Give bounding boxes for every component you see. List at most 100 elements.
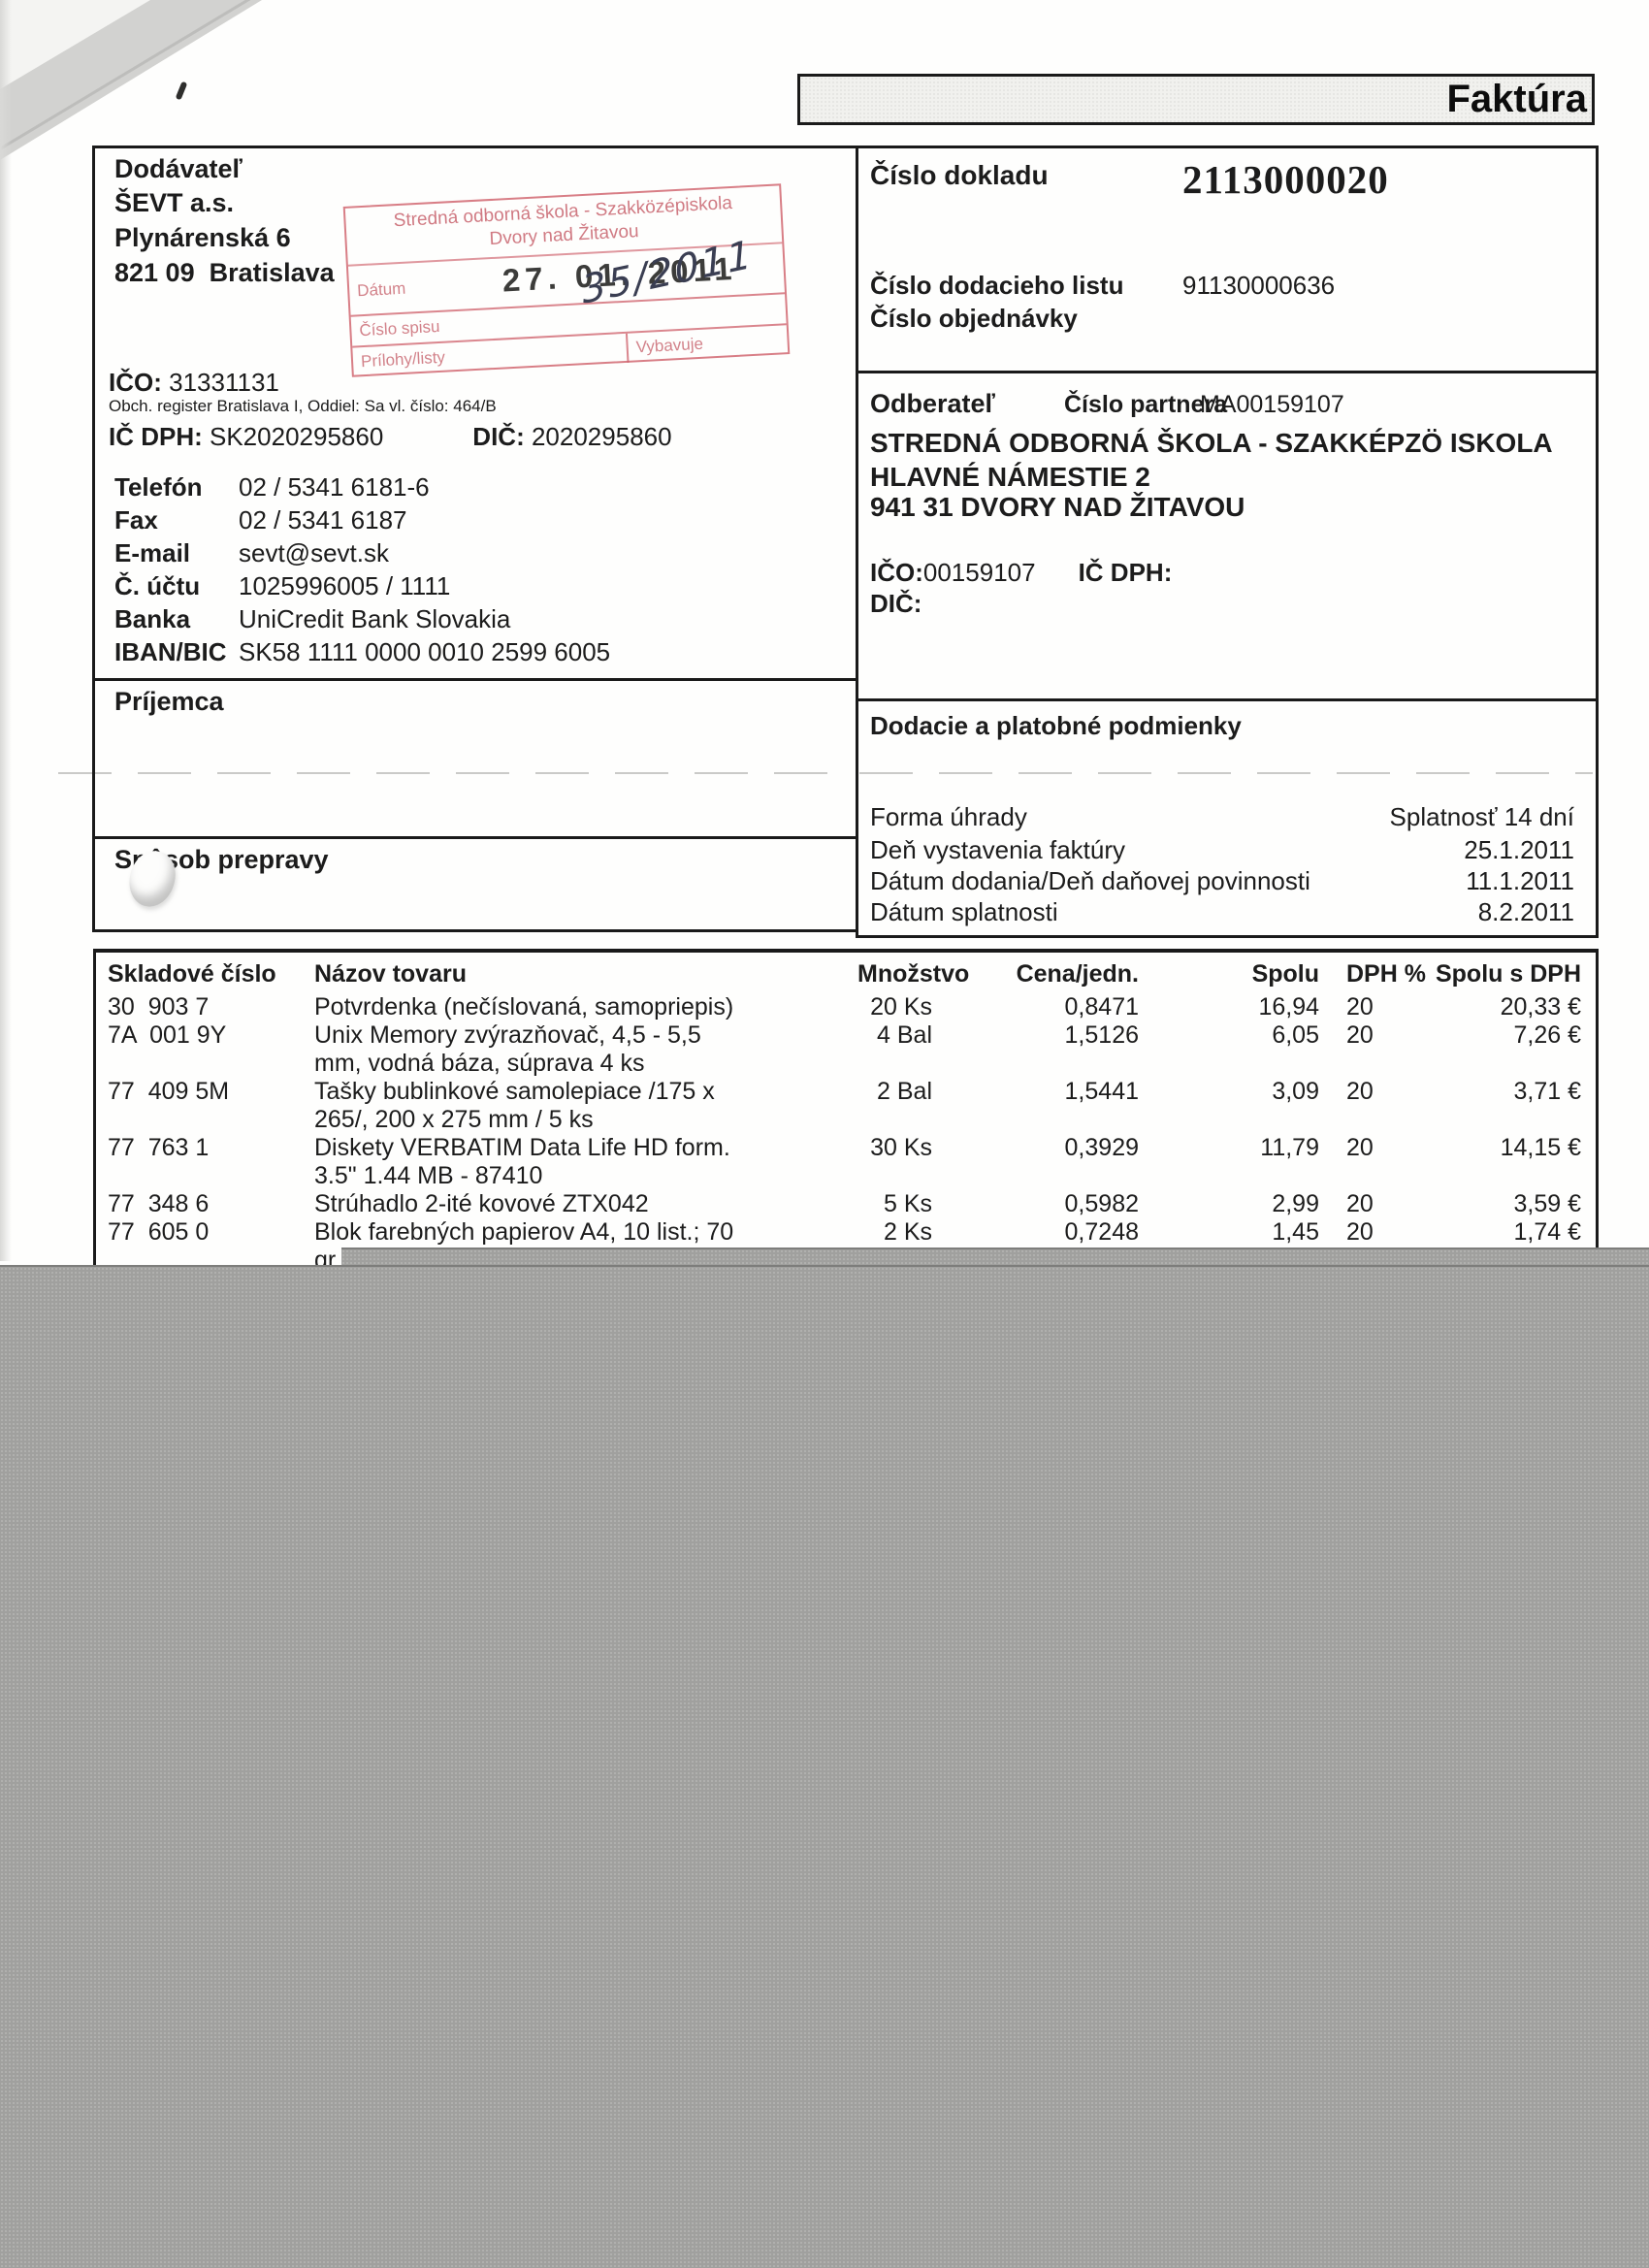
- cell-total: 16,94: [1258, 993, 1319, 1021]
- page-title: Faktúra: [1446, 78, 1588, 120]
- cell-vat: 20: [1346, 1134, 1374, 1161]
- supplier-city: 821 09 Bratislava: [114, 258, 335, 287]
- scan-gray-band: [0, 1265, 1649, 2268]
- contact-value: SK58 1111 0000 0010 2599 6005: [239, 637, 611, 666]
- terms-row: Dátum dodania/Deň daňovej povinnosti 11.1…: [870, 866, 1574, 896]
- header-name: Názov tovaru: [314, 960, 467, 988]
- stamp-cell-divider: [625, 333, 630, 363]
- order-number-label: Číslo objednávky: [870, 304, 1078, 333]
- cell-sku: 30 903 7: [108, 993, 210, 1021]
- supplier-ico-label: IČO:: [109, 368, 170, 397]
- stamp-datum-label: Dátum: [356, 278, 406, 301]
- supplier-street: Plynárenská 6: [114, 223, 291, 252]
- cell-name: Potvrdenka (nečíslovaná, samopriepis): [314, 993, 734, 1021]
- table-row: 7A 001 9Y Unix Memory zvýrazňovač, 4,5 -…: [108, 1021, 1581, 1078]
- cell-sku: 77 409 5M: [108, 1078, 230, 1105]
- invoice-title-box: Faktúra: [797, 74, 1595, 125]
- cell-total-with-vat: 14,15 €: [1500, 1134, 1581, 1161]
- contact-value: 02 / 5341 6181-6: [239, 472, 430, 502]
- customer-section: Odberateľ Číslo partnera MA00159107 STRE…: [856, 371, 1599, 701]
- contact-value: sevt@sevt.sk: [239, 538, 389, 567]
- term-label: Deň vystavenia faktúry: [870, 835, 1126, 864]
- customer-name: STREDNÁ ODBORNÁ ŠKOLA - SZAKKÉPZÖ ISKOLA: [870, 428, 1553, 458]
- customer-tax-row: IČO:00159107 IČ DPH:: [870, 558, 1172, 588]
- customer-icdph-label: IČ DPH:: [1078, 558, 1173, 587]
- term-value: 11.1.2011: [1466, 866, 1574, 895]
- cell-sku: 77 348 6: [108, 1190, 210, 1217]
- contact-label: Banka: [114, 604, 191, 633]
- cell-qty: 2 Ks: [883, 1218, 932, 1246]
- contact-label: IBAN/BIC: [114, 637, 227, 666]
- document-number-label: Číslo dokladu: [870, 160, 1049, 190]
- customer-ico-value: 00159107: [922, 558, 1036, 587]
- header-total: Spolu: [1251, 960, 1319, 988]
- terms-row: Dátum splatnosti 8.2.2011: [870, 897, 1574, 927]
- supplier-contact-row: Telefón 02 / 5341 6181-6: [114, 472, 832, 502]
- cell-name: Diskety VERBATIM Data Life HD form. 3.5"…: [314, 1134, 730, 1189]
- scan-left-edge-shadow: [0, 0, 12, 1261]
- table-row: 30 903 7 Potvrdenka (nečíslovaná, samopr…: [108, 993, 1581, 1021]
- supplier-name: ŠEVT a.s.: [114, 188, 235, 217]
- term-label: Dátum splatnosti: [870, 897, 1058, 926]
- partner-number-value: MA00159107: [1200, 391, 1344, 418]
- cell-qty: 4 Bal: [877, 1021, 932, 1049]
- contact-label: Telefón: [114, 472, 203, 502]
- header-unit-price: Cena/jedn.: [1016, 960, 1139, 988]
- cell-vat: 20: [1346, 1021, 1374, 1049]
- contact-value: 1025996005 / 1111: [239, 571, 451, 600]
- terms-section-label: Dodacie a platobné podmienky: [870, 711, 1242, 740]
- cell-name: Blok farebných papierov A4, 10 list.; 70…: [314, 1218, 734, 1274]
- stamp-vybavuje-label: Vybavuje: [635, 334, 704, 357]
- header-total-with-vat: Spolu s DPH: [1435, 960, 1581, 988]
- supplier-contact-row: IBAN/BIC SK58 1111 0000 0010 2599 6005: [114, 637, 832, 667]
- document-number-section: Číslo dokladu 2113000020 Číslo dodacieho…: [856, 146, 1599, 373]
- scan-streak-line-left: [58, 772, 850, 774]
- customer-city: 941 31 DVORY NAD ŽITAVOU: [870, 492, 1245, 522]
- terms-section: Dodacie a platobné podmienky Forma úhrad…: [856, 698, 1599, 938]
- terms-row: Forma úhrady Splatnosť 14 dní: [870, 802, 1574, 832]
- cell-sku: 7A 001 9Y: [108, 1021, 227, 1049]
- delivery-note-label: Číslo dodacieho listu: [870, 271, 1124, 300]
- cell-total: 2,99: [1272, 1190, 1319, 1217]
- term-value: Splatnosť 14 dní: [1389, 802, 1574, 831]
- cell-vat: 20: [1346, 1190, 1374, 1217]
- cell-total: 1,45: [1272, 1218, 1319, 1246]
- transport-section: Spôsob prepravy: [92, 836, 858, 932]
- contact-label: Fax: [114, 505, 158, 535]
- supplier-contact-row: Banka UniCredit Bank Slovakia: [114, 604, 832, 634]
- partner-number-label: Číslo partnera: [1064, 391, 1228, 418]
- table-row: 77 348 6 Strúhadlo 2-ité kovové ZTX042 5…: [108, 1190, 1581, 1218]
- recipient-section-label: Príjemca: [114, 687, 224, 716]
- supplier-icdph-value: SK2020295860: [210, 422, 384, 451]
- scan-gray-band-step: [341, 1247, 1649, 1269]
- table-row: 77 409 5M Tašky bublinkové samolepiace /…: [108, 1078, 1581, 1134]
- items-table: Skladové číslo Názov tovaru Množstvo Cen…: [93, 949, 1599, 1274]
- table-row: 77 763 1 Diskety VERBATIM Data Life HD f…: [108, 1134, 1581, 1190]
- cell-name: Unix Memory zvýrazňovač, 4,5 - 5,5 mm, v…: [314, 1021, 701, 1077]
- cell-qty: 30 Ks: [870, 1134, 932, 1161]
- term-value: 25.1.2011: [1464, 835, 1574, 864]
- cell-unit-price: 1,5441: [1064, 1078, 1139, 1105]
- cell-name: Strúhadlo 2-ité kovové ZTX042: [314, 1190, 649, 1217]
- cell-vat: 20: [1346, 993, 1374, 1021]
- delivery-note-value: 91130000636: [1182, 271, 1336, 300]
- supplier-dic-label: DIČ:: [472, 422, 532, 451]
- contact-value: UniCredit Bank Slovakia: [239, 604, 511, 633]
- ink-speck-artifact: [175, 81, 188, 101]
- supplier-icdph-label: IČ DPH:: [109, 422, 210, 451]
- customer-ico-label: IČO:: [870, 558, 923, 587]
- supplier-ico-value: 31331131: [169, 368, 279, 397]
- cell-total-with-vat: 20,33 €: [1500, 993, 1581, 1021]
- contact-value: 02 / 5341 6187: [239, 505, 407, 535]
- header-vat: DPH %: [1346, 960, 1426, 988]
- supplier-tax-row: IČ DPH: SK2020295860 DIČ: 2020295860: [109, 422, 672, 452]
- cell-total-with-vat: 1,74 €: [1513, 1218, 1581, 1246]
- header-qty: Množstvo: [857, 960, 970, 988]
- term-value: 8.2.2011: [1477, 897, 1574, 926]
- cell-sku: 77 763 1: [108, 1134, 210, 1161]
- cell-total: 6,05: [1272, 1021, 1319, 1049]
- contact-label: E-mail: [114, 538, 191, 567]
- table-row: 77 605 0 Blok farebných papierov A4, 10 …: [108, 1218, 1581, 1275]
- stamp-prilohy-label: Prílohy/listy: [360, 347, 446, 372]
- supplier-dic-value: 2020295860: [531, 422, 672, 451]
